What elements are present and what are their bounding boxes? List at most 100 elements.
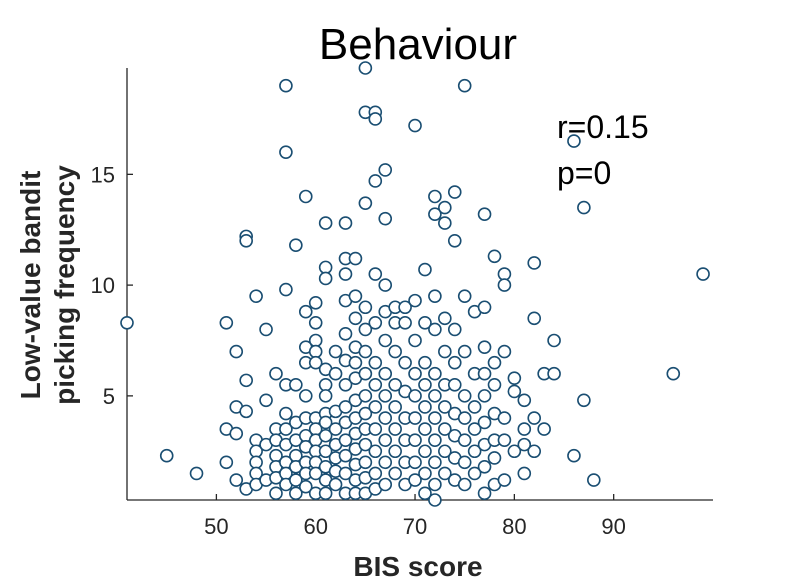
data-point (378, 163, 393, 177)
x-axis-label: BIS score (353, 551, 482, 582)
data-point (239, 234, 253, 248)
plot-area: 50 60 70 80 90 5 10 15 (91, 61, 713, 539)
data-point (269, 486, 283, 501)
data-point (358, 406, 373, 421)
x-axis-ticks: 50 60 70 80 90 (204, 494, 626, 539)
data-point (487, 355, 502, 370)
data-point (249, 289, 263, 303)
data-point (438, 216, 452, 230)
data-point (497, 267, 512, 281)
data-point (358, 437, 373, 452)
data-point (229, 426, 244, 441)
data-point (298, 389, 313, 403)
data-point (507, 371, 522, 385)
correlation-r-annotation: r=0.15 (557, 109, 649, 145)
data-point (567, 448, 581, 463)
data-point (447, 234, 462, 248)
data-point (408, 389, 422, 403)
y-axis-label: Low-value bandit picking frequency (15, 165, 80, 405)
data-point (696, 267, 710, 281)
data-point (418, 422, 432, 436)
data-point (249, 455, 263, 470)
data-point (318, 486, 333, 501)
data-point (338, 448, 353, 463)
data-point (358, 455, 373, 470)
x-tick-label: 70 (403, 514, 427, 539)
data-point (279, 78, 293, 93)
data-point (308, 333, 323, 348)
data-point (477, 340, 492, 354)
data-point (269, 366, 283, 381)
data-point (587, 473, 601, 487)
data-point (428, 493, 442, 507)
data-point (318, 271, 333, 286)
data-point (428, 477, 442, 492)
data-point (418, 466, 432, 481)
data-point (477, 486, 492, 501)
data-point (358, 196, 373, 210)
data-point (527, 411, 542, 425)
data-point (467, 400, 482, 414)
data-point (408, 473, 422, 487)
y-axis-ticks: 5 10 15 (91, 162, 133, 409)
data-point (219, 315, 234, 330)
data-point (507, 444, 522, 459)
data-point (477, 389, 492, 403)
data-point (388, 466, 402, 481)
data-point (318, 389, 333, 403)
data-point (438, 311, 452, 326)
data-point (279, 282, 293, 297)
data-point (289, 377, 303, 392)
data-point (537, 422, 551, 436)
data-point (408, 411, 422, 425)
data-point (408, 333, 422, 348)
data-point (239, 404, 253, 419)
data-point (408, 366, 422, 381)
data-point (378, 366, 393, 381)
data-point (477, 415, 492, 430)
data-point (368, 315, 383, 330)
data-point (368, 174, 383, 188)
data-point (487, 451, 502, 465)
data-point (517, 466, 532, 481)
chart-title: Behaviour (319, 20, 517, 69)
data-point (408, 433, 422, 447)
data-point (457, 289, 472, 303)
data-point (428, 322, 442, 337)
data-point (378, 278, 393, 292)
data-point (318, 428, 333, 443)
data-point (447, 377, 462, 392)
data-point (338, 327, 353, 341)
data-point (229, 344, 244, 359)
data-point (517, 422, 532, 436)
y-axis-label-line-2: picking frequency (49, 165, 80, 405)
data-point (398, 300, 412, 315)
data-point (358, 344, 373, 359)
data-point (289, 473, 303, 487)
data-point (378, 477, 393, 492)
data-point (408, 293, 422, 308)
data-point (457, 344, 472, 359)
data-point (428, 455, 442, 470)
data-point (239, 373, 253, 388)
data-point (487, 249, 502, 264)
data-point (527, 444, 542, 459)
data-point (308, 466, 323, 481)
data-point (438, 344, 452, 359)
data-point (438, 400, 452, 414)
data-point (497, 344, 512, 359)
data-point (298, 189, 313, 204)
data-point (298, 479, 313, 494)
data-point (487, 377, 502, 392)
data-point (368, 444, 383, 459)
data-point (378, 455, 393, 470)
data-point (477, 459, 492, 474)
x-tick-label: 80 (502, 514, 526, 539)
data-point (418, 486, 432, 501)
data-point (289, 238, 303, 253)
data-point (418, 377, 432, 392)
data-point (457, 477, 472, 492)
p-value-annotation: p=0 (557, 155, 611, 191)
y-tick-label: 15 (91, 162, 115, 187)
data-point (289, 486, 303, 501)
